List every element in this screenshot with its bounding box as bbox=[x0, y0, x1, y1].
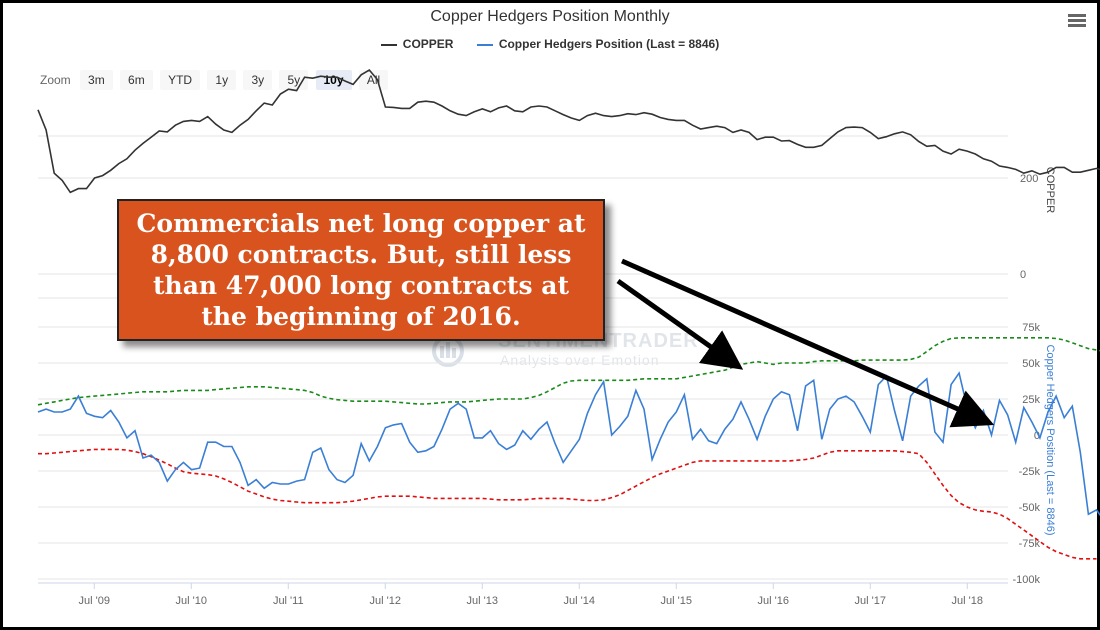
copper-axis-title: COPPER bbox=[1044, 167, 1056, 214]
zoom-3m-button[interactable]: 3m bbox=[80, 70, 113, 90]
hedgers-y-tick-label: 25k bbox=[1022, 394, 1040, 406]
callout-text: Commercials net long copper at 8,800 con… bbox=[136, 209, 586, 331]
hedgers-line bbox=[37, 371, 1100, 517]
hedgers-y-tick-label: -100k bbox=[1012, 574, 1040, 586]
zoom-bar: Zoom 3m 6m YTD 1y 3y 5y 10y All bbox=[40, 70, 392, 90]
hamburger-menu-icon[interactable] bbox=[1068, 14, 1086, 28]
chart-title: Copper Hedgers Position Monthly bbox=[430, 8, 670, 25]
legend-swatch-hedgers bbox=[476, 43, 493, 46]
legend-swatch-copper bbox=[380, 43, 397, 46]
x-tick-label: Jul '15 bbox=[661, 595, 692, 607]
x-tick-label: Jul '17 bbox=[855, 595, 886, 607]
lower-band-line bbox=[38, 448, 1097, 560]
zoom-all-button[interactable]: All bbox=[358, 70, 389, 90]
copper-y-tick-label: 0 bbox=[1020, 269, 1026, 281]
callout-box: Commercials net long copper at 8,800 con… bbox=[117, 199, 605, 341]
x-tick-label: Jul '10 bbox=[176, 595, 207, 607]
hedgers-y-tick-label: 50k bbox=[1022, 358, 1040, 370]
hedgers-y-tick-label: -25k bbox=[1019, 466, 1041, 478]
x-tick-label: Jul '18 bbox=[952, 595, 983, 607]
zoom-6m-button[interactable]: 6m bbox=[120, 70, 153, 90]
zoom-label: Zoom bbox=[40, 73, 71, 87]
legend: COPPER Copper Hedgers Position (Last = 8… bbox=[0, 37, 1100, 51]
hedgers-y-tick-label: 0 bbox=[1034, 430, 1040, 442]
hedgers-y-tick-label: -75k bbox=[1019, 538, 1041, 550]
legend-label-hedgers: Copper Hedgers Position (Last = 8846) bbox=[498, 37, 720, 51]
copper-y-tick-label: 200 bbox=[1020, 173, 1038, 185]
x-tick-label: Jul '09 bbox=[79, 595, 110, 607]
zoom-5y-button[interactable]: 5y bbox=[279, 70, 309, 90]
legend-item-hedgers[interactable]: Copper Hedgers Position (Last = 8846) bbox=[476, 37, 720, 51]
zoom-ytd-button[interactable]: YTD bbox=[160, 70, 201, 90]
x-tick-label: Jul '12 bbox=[370, 595, 401, 607]
legend-label-copper: COPPER bbox=[402, 37, 454, 51]
upper-band-line bbox=[37, 337, 1100, 406]
hedgers-y-tick-label: 75k bbox=[1022, 322, 1040, 334]
x-tick-label: Jul '14 bbox=[564, 595, 595, 607]
x-tick-label: Jul '13 bbox=[467, 595, 498, 607]
hedgers-axis-title: Copper Hedgers Position (Last = 8846) bbox=[1044, 344, 1056, 535]
zoom-3y-button[interactable]: 3y bbox=[243, 70, 273, 90]
hedgers-y-tick-label: -50k bbox=[1019, 502, 1041, 514]
zoom-1y-button[interactable]: 1y bbox=[207, 70, 237, 90]
copper-line bbox=[37, 68, 1100, 194]
x-tick-label: Jul '11 bbox=[273, 595, 304, 607]
legend-item-copper[interactable]: COPPER bbox=[380, 37, 454, 51]
x-tick-label: Jul '16 bbox=[758, 595, 789, 607]
